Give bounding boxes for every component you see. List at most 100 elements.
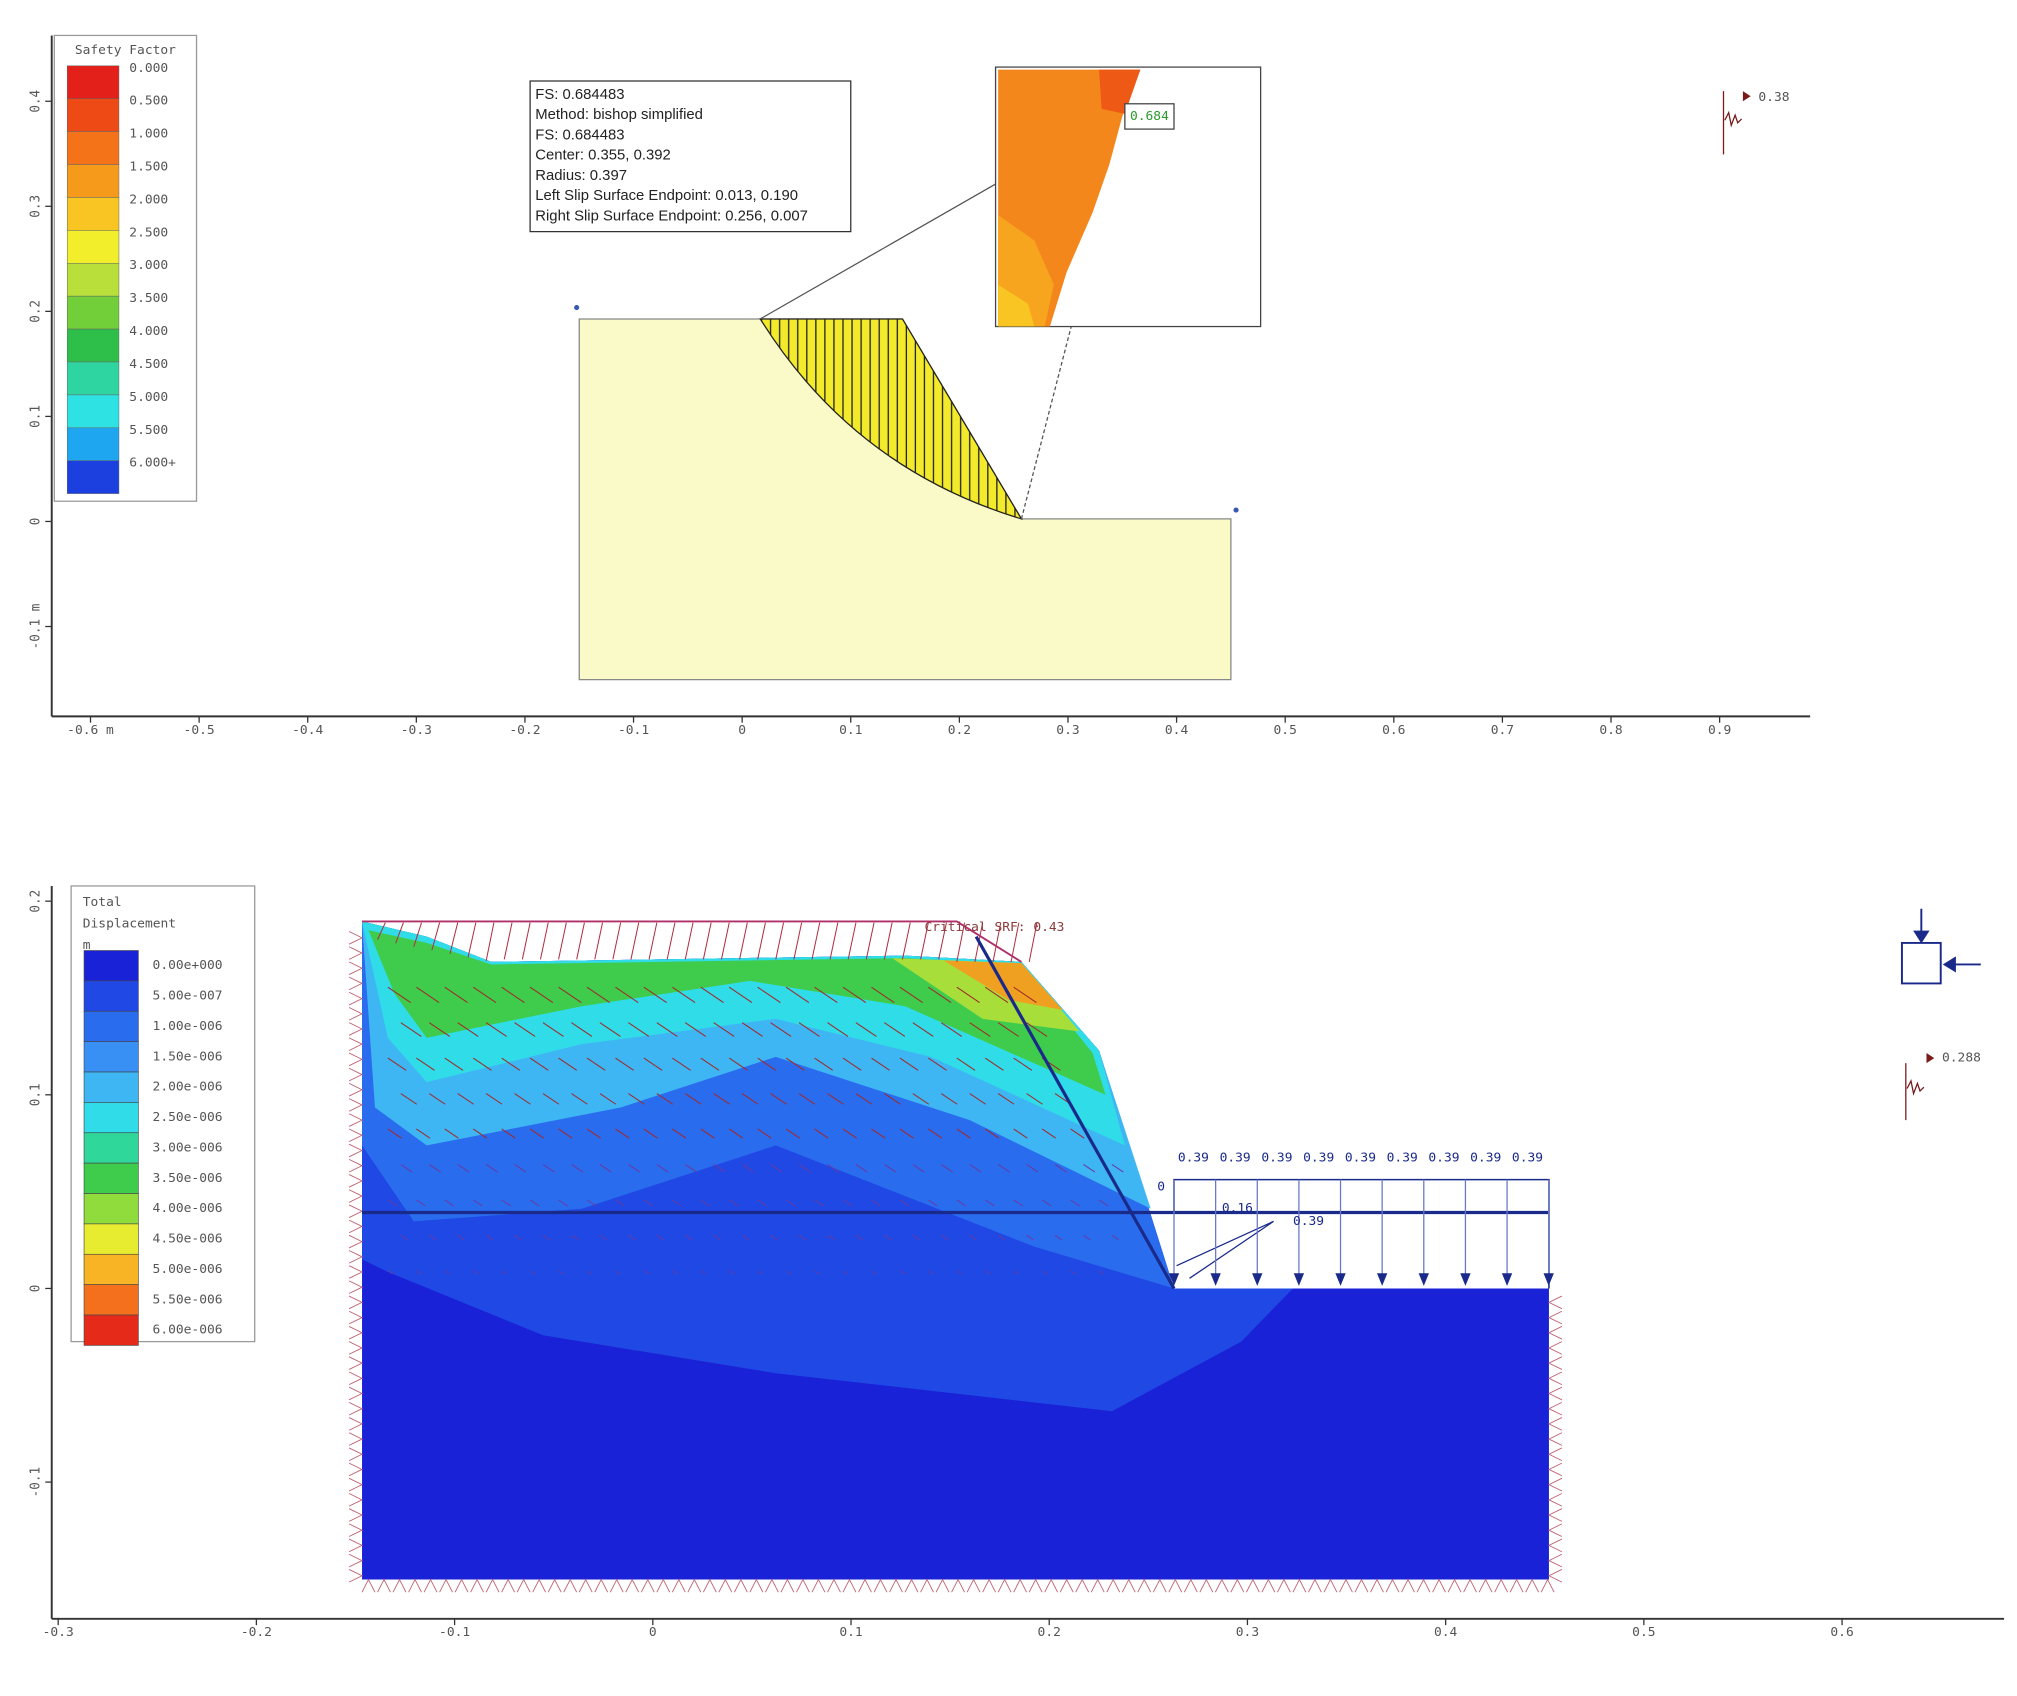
displacement-vector (700, 1128, 715, 1139)
load-arrow (865, 922, 875, 960)
load-arrow-head (1168, 1273, 1180, 1286)
support (1547, 1538, 1563, 1553)
displacement-vector (416, 986, 440, 1003)
displacement-vector (558, 1270, 564, 1275)
x-tick-label: 0.1 (839, 723, 862, 738)
info-line: Method: bishop simplified (535, 107, 703, 123)
displacement-vector (1041, 1270, 1047, 1275)
legend-label: 2.000 (129, 193, 168, 208)
displacement-vector (969, 1093, 986, 1105)
support (656, 1578, 671, 1593)
displacement-vector (827, 1093, 844, 1105)
displacement-vector (700, 986, 724, 1003)
support (1214, 1578, 1229, 1593)
legend-swatch (83, 980, 139, 1012)
support (1547, 1447, 1563, 1461)
vertex-marker (1233, 507, 1239, 513)
load-arrow (739, 922, 748, 960)
support (348, 1204, 364, 1218)
seismic-label: 0.38 (1758, 90, 1789, 105)
legend-swatch (66, 295, 120, 330)
support (609, 1578, 624, 1593)
displacement-vector (586, 1270, 592, 1275)
displacement-vector (529, 1199, 540, 1207)
support (348, 1569, 364, 1583)
support (348, 1098, 364, 1112)
support (1547, 1462, 1563, 1477)
x-tick-label: -0.3 (43, 1625, 74, 1640)
displacement-vector (514, 1234, 522, 1241)
load-arrow (901, 922, 911, 960)
support (671, 1578, 686, 1593)
info-frame (529, 80, 852, 233)
displacement-vector (997, 1164, 1010, 1173)
displacement-vector (514, 1164, 527, 1173)
support (1432, 1578, 1446, 1593)
displacement-vector (871, 986, 895, 1003)
support (873, 1578, 888, 1593)
displacement-vector (656, 1022, 678, 1037)
support (842, 1578, 857, 1593)
load-label: 0.39 (1261, 1151, 1292, 1166)
support (966, 1578, 981, 1593)
displacement-vector (400, 1022, 422, 1037)
support (1075, 1578, 1090, 1593)
support (1540, 1578, 1555, 1593)
support (1245, 1578, 1260, 1593)
displacement-vector (1013, 1199, 1024, 1207)
displacement-vector (628, 1164, 641, 1173)
support (1106, 1578, 1121, 1593)
x-tick-label: 0.3 (1056, 723, 1079, 738)
displacement-vector (700, 1199, 711, 1207)
legend-swatch (83, 1010, 139, 1042)
displacement-vector (969, 1022, 991, 1037)
x-tick-label: 0 (649, 1625, 657, 1640)
displacement-vector (1026, 1234, 1034, 1241)
displacement-vector (599, 1234, 608, 1241)
displacement-vector (400, 1164, 413, 1173)
displacement-vector (628, 1093, 645, 1105)
displacement-vector (529, 1128, 545, 1139)
support (348, 1477, 364, 1492)
legend-label: 3.500 (129, 291, 168, 306)
legend-swatch (66, 394, 120, 429)
displacement-vector (571, 1164, 584, 1173)
info-line: FS: 0.684483 (535, 87, 624, 103)
displacement-vector (855, 1093, 873, 1105)
displacement-vector (656, 1093, 674, 1105)
displacement-vector (1013, 1270, 1019, 1275)
x-tick-label: -0.4 (292, 723, 323, 738)
displacement-vector (457, 1164, 470, 1173)
legend-label: 5.00e-007 (153, 989, 223, 1004)
support (1509, 1578, 1524, 1593)
support (1339, 1578, 1353, 1593)
load-arrow-head (1460, 1273, 1471, 1286)
legend-label: 6.00e-006 (153, 1323, 223, 1338)
displacement-vector (728, 1199, 739, 1207)
displacement-vector (842, 1270, 848, 1275)
displacement-vector (899, 986, 923, 1003)
support (348, 1310, 364, 1325)
displacement-vector (416, 1270, 422, 1275)
load-arrow-head (1293, 1273, 1305, 1286)
support (1044, 1578, 1059, 1593)
support (454, 1578, 469, 1593)
displacement-vector (428, 1022, 451, 1037)
displacement-vector (400, 1093, 418, 1105)
support (997, 1578, 1012, 1593)
displacement-vector (928, 1057, 947, 1071)
legend-label: 2.00e-006 (153, 1080, 223, 1095)
displacement-vector (884, 1022, 906, 1037)
displacement-vector (1026, 1164, 1039, 1173)
displacement-vector (1083, 1234, 1091, 1241)
y-tick-label: -0.1 m (29, 603, 44, 649)
displacement-vector (428, 1093, 446, 1105)
displacement-vector (770, 1093, 787, 1105)
support (951, 1578, 965, 1593)
support (796, 1578, 810, 1593)
displacement-vector (757, 986, 781, 1003)
support (625, 1578, 640, 1593)
y-tick-label: 0.1 (29, 405, 44, 428)
support (348, 1189, 364, 1203)
